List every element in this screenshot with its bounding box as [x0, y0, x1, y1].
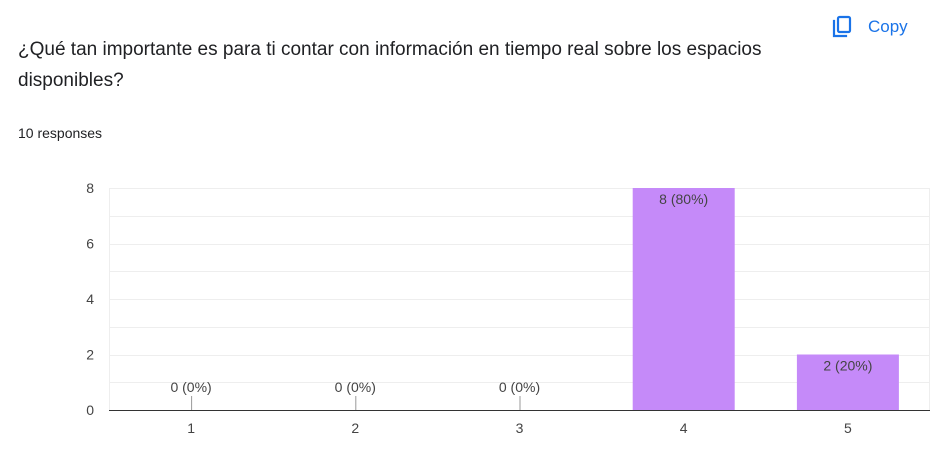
x-tick-label: 5: [844, 420, 852, 436]
y-tick-label: 0: [86, 402, 94, 418]
x-tick-label: 2: [351, 420, 359, 436]
x-tick-label: 1: [187, 420, 195, 436]
data-label: 0 (0%): [499, 379, 540, 395]
data-label: 0 (0%): [170, 379, 211, 395]
bar: [633, 188, 735, 410]
x-tick-label: 4: [680, 420, 688, 436]
data-labels: 0 (0%) 0 (0%) 0 (0%) 8 (80%) 2 (20%): [170, 191, 872, 395]
data-label: 0 (0%): [335, 379, 376, 395]
y-tick-label: 6: [86, 236, 94, 252]
y-tick-label: 4: [86, 291, 94, 307]
y-tick-label: 2: [86, 347, 94, 363]
data-label: 8 (80%): [659, 191, 708, 207]
x-tick-label: 3: [516, 420, 524, 436]
y-tick-label: 8: [86, 180, 94, 196]
data-label: 2 (20%): [823, 358, 872, 374]
